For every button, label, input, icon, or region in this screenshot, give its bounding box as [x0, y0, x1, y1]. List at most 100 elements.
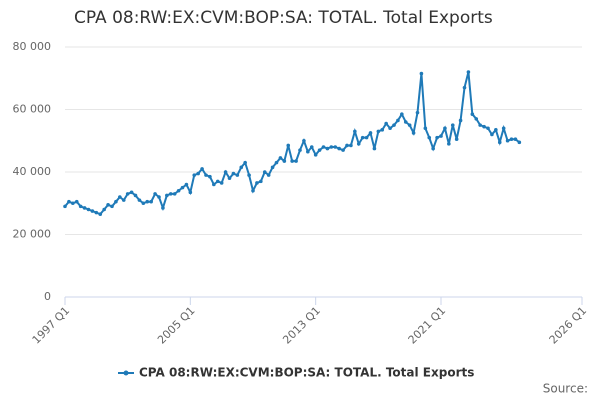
point — [274, 160, 279, 165]
point — [200, 167, 204, 171]
point — [474, 117, 479, 121]
point — [407, 123, 412, 127]
point — [306, 149, 310, 154]
point — [392, 123, 396, 127]
point — [219, 181, 224, 185]
point — [98, 212, 103, 216]
point — [129, 190, 134, 195]
point — [259, 179, 263, 184]
point — [196, 171, 200, 176]
point — [176, 188, 181, 193]
point — [282, 159, 287, 163]
legend-marker — [123, 370, 129, 376]
point — [247, 173, 251, 177]
y-tick-label: 20 000 — [13, 228, 52, 241]
point — [325, 146, 330, 151]
point — [286, 143, 291, 148]
point — [149, 199, 153, 204]
point — [153, 192, 157, 196]
point — [321, 145, 326, 149]
point — [118, 195, 122, 199]
point — [133, 193, 138, 198]
point — [364, 135, 369, 140]
point — [396, 118, 400, 123]
y-tick-label: 40 000 — [13, 165, 52, 178]
point — [262, 170, 267, 174]
point — [341, 148, 345, 152]
point — [439, 134, 443, 138]
point — [302, 138, 306, 143]
point — [309, 145, 314, 149]
point — [345, 143, 349, 148]
point — [235, 173, 240, 177]
point — [368, 131, 373, 135]
point — [380, 128, 385, 132]
point — [266, 173, 271, 177]
point — [121, 198, 126, 202]
point — [223, 170, 228, 174]
point — [270, 165, 275, 170]
x-tick-label: 2013 Q1 — [280, 304, 323, 347]
point — [360, 135, 365, 140]
point — [462, 85, 467, 90]
point — [71, 201, 75, 206]
x-tick-label: 1997 Q1 — [30, 304, 73, 347]
point — [466, 70, 471, 74]
point — [63, 204, 67, 209]
point — [231, 171, 236, 176]
point — [94, 210, 99, 215]
point — [356, 142, 361, 146]
y-tick-label: 60 000 — [13, 103, 52, 116]
point — [478, 123, 482, 127]
point — [501, 126, 506, 131]
point — [168, 192, 173, 196]
point — [384, 121, 388, 126]
chart-title: CPA 08:RW:EX:CVM:BOP:SA: TOTAL. Total Ex… — [74, 8, 493, 28]
point — [106, 203, 110, 207]
point — [294, 159, 298, 163]
point — [411, 131, 416, 135]
point — [290, 159, 294, 163]
point — [251, 188, 255, 193]
point — [157, 195, 161, 199]
point — [165, 193, 169, 198]
point — [102, 207, 106, 212]
point — [505, 138, 510, 143]
point — [419, 71, 424, 76]
legend-label: CPA 08:RW:EX:CVM:BOP:SA: TOTAL. Total Ex… — [139, 366, 474, 380]
point — [435, 135, 439, 140]
point — [278, 156, 283, 160]
point — [494, 128, 498, 132]
point — [145, 199, 150, 204]
point — [513, 137, 518, 141]
point — [125, 192, 130, 196]
point — [227, 176, 232, 181]
point — [137, 198, 142, 202]
point — [403, 120, 408, 124]
point — [443, 126, 447, 131]
x-tick-label: 2021 Q1 — [406, 304, 449, 347]
point — [458, 118, 463, 123]
point — [400, 112, 404, 116]
point — [204, 173, 208, 177]
point — [313, 153, 318, 157]
point — [372, 146, 377, 151]
source: Source: — [543, 382, 588, 396]
point — [317, 148, 322, 152]
point — [180, 185, 185, 190]
point — [486, 126, 490, 131]
point — [509, 137, 514, 141]
point — [431, 146, 435, 151]
y-tick-label: 80 000 — [13, 40, 52, 53]
point — [517, 140, 522, 145]
point — [192, 173, 197, 177]
point — [490, 132, 494, 137]
point — [298, 148, 302, 152]
point — [376, 129, 381, 134]
point — [337, 146, 341, 151]
point — [67, 199, 71, 204]
point — [333, 145, 338, 149]
point — [447, 142, 451, 146]
point — [497, 140, 502, 145]
point — [427, 135, 432, 140]
